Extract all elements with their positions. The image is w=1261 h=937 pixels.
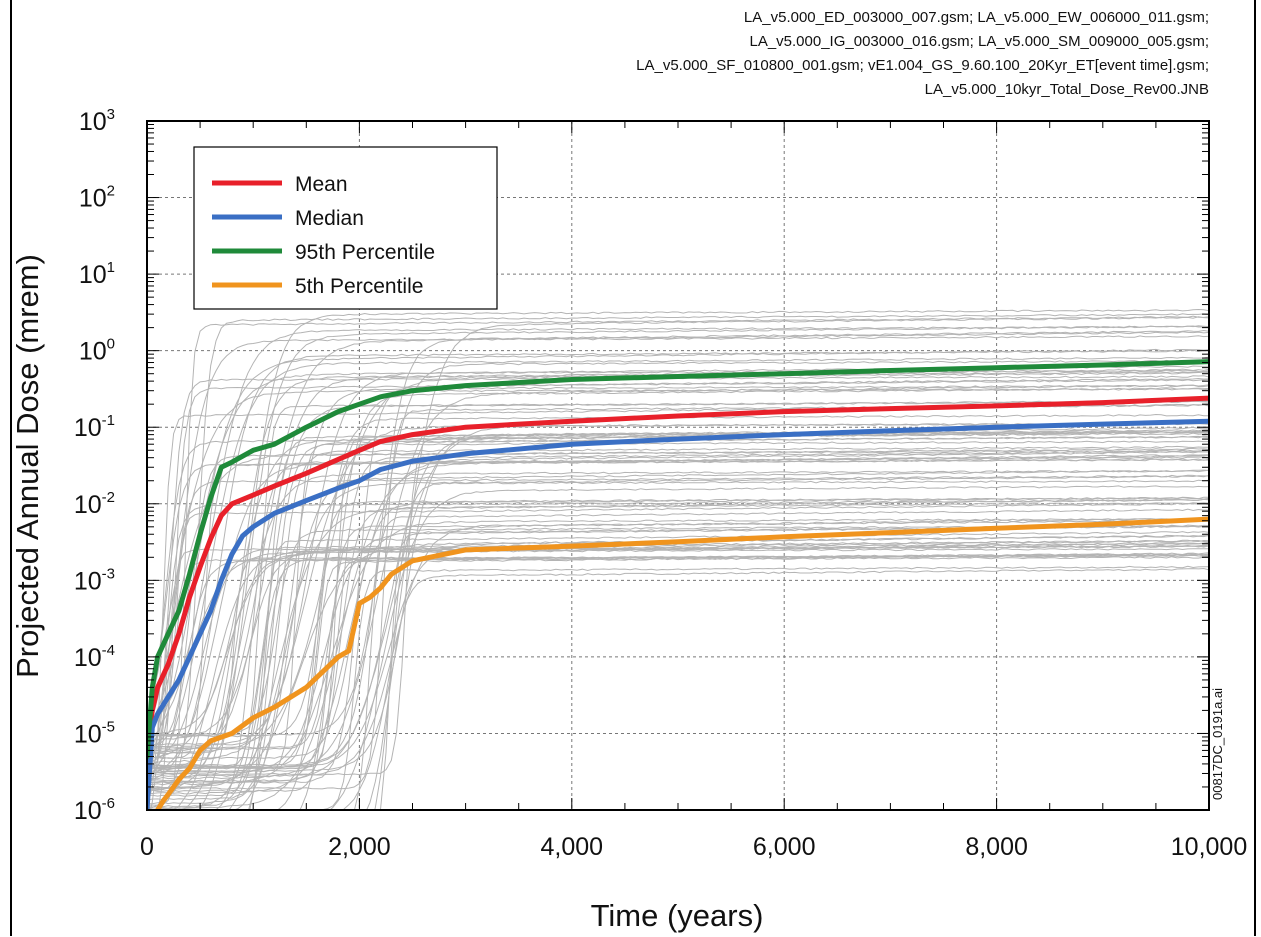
realization-curve: [147, 440, 1209, 773]
y-tick-label: 10-5: [74, 718, 115, 748]
realization-curve: [147, 553, 1209, 751]
realization-curve: [147, 308, 1209, 783]
legend-label: Mean: [295, 173, 348, 196]
realization-curve: [147, 518, 1209, 778]
realization-curve: [147, 548, 1209, 745]
y-tick-label: 10-4: [74, 642, 115, 672]
realization-curve: [147, 496, 1209, 768]
realization-curve: [182, 469, 1209, 810]
realization-curve: [379, 525, 1209, 810]
series-line-mean: [147, 395, 1209, 753]
source-file-line: LA_v5.000_SF_010800_001.gsm; vE1.004_GS_…: [636, 57, 1209, 74]
x-tick-label: 10,000: [1171, 833, 1247, 861]
y-tick-label: 102: [79, 183, 115, 213]
realization-curve: [147, 369, 1209, 748]
legend: Mean Median 95th Percentile 5th Percentile: [193, 146, 498, 310]
realization-curve: [147, 349, 1209, 783]
realization-curve: [147, 313, 1209, 791]
realization-curve: [147, 449, 1209, 739]
x-tick-label: 4,000: [541, 833, 604, 861]
realization-curve: [329, 485, 1209, 810]
x-tick-label: 2,000: [328, 833, 391, 861]
realization-curve: [228, 498, 1209, 810]
realization-curve: [147, 518, 1209, 786]
y-tick-label: 101: [79, 259, 115, 289]
realization-curve: [374, 479, 1209, 810]
realization-curve: [366, 567, 1209, 810]
series-line-median: [147, 418, 1209, 810]
realization-curve: [147, 531, 1209, 746]
realization-curve: [147, 445, 1209, 801]
y-tick-label: 10-6: [74, 795, 115, 825]
realization-curve: [157, 377, 1209, 810]
realization-curve: [173, 543, 1209, 810]
y-tick-label: 10-2: [74, 489, 115, 519]
realization-curve: [147, 432, 1209, 776]
source-file-line: LA_v5.000_ED_003000_007.gsm; LA_v5.000_E…: [743, 9, 1209, 26]
realization-curve: [147, 356, 1209, 780]
realization-curve: [147, 497, 1209, 760]
realization-curve: [299, 387, 1209, 810]
y-tick-label: 103: [79, 106, 115, 136]
realization-curve: [150, 498, 1209, 810]
figure-frame: [10, 0, 1256, 936]
realization-curve: [147, 474, 1209, 791]
series-line-5th-percentile: [155, 516, 1209, 810]
realization-curve: [147, 553, 1209, 808]
y-tick-labels: 10-6 10-5 10-4 10-3 10-2 10-1 100 101 102 103: [74, 106, 115, 825]
legend-label: 95th Percentile: [295, 241, 435, 264]
y-tick-label: 100: [79, 336, 115, 366]
legend-label: 5th Percentile: [295, 275, 423, 298]
realization-curve: [147, 540, 1209, 797]
realization-curve: [248, 435, 1209, 810]
realization-curve: [147, 400, 1209, 769]
x-axis-label: Time (years): [591, 898, 764, 933]
minor-ticks: [146, 121, 1210, 811]
realization-curve: [147, 525, 1209, 775]
series-line-95th-percentile: [147, 359, 1209, 759]
legend-label: Median: [295, 207, 364, 230]
y-axis-label: Projected Annual Dose (mrem): [10, 254, 45, 678]
realization-curve: [147, 545, 1209, 809]
realization-curve: [147, 502, 1209, 746]
x-tick-label: 6,000: [753, 833, 816, 861]
realization-curve: [147, 359, 1209, 737]
y-tick-label: 10-1: [74, 412, 115, 442]
realization-curve: [147, 475, 1209, 790]
realization-curve: [147, 458, 1209, 809]
realization-curve: [147, 315, 1209, 806]
realization-curve: [147, 325, 1209, 726]
source-file-line: LA_v5.000_10kyr_Total_Dose_Rev00.JNB: [924, 81, 1209, 98]
realization-curve: [147, 335, 1209, 788]
x-tick-label: 8,000: [965, 833, 1028, 861]
realization-curves: [147, 308, 1209, 810]
figure-id-note: 00817DC_0191a.ai: [1210, 688, 1225, 800]
x-tick-label: 0: [140, 833, 154, 861]
statistic-curves: [147, 359, 1209, 810]
realization-curve: [147, 534, 1209, 789]
realization-curve: [147, 384, 1209, 780]
x-tick-labels: 0 2,000 4,000 6,000 8,000 10,000: [140, 833, 1247, 861]
y-tick-label: 10-3: [74, 565, 115, 595]
legend-box: [193, 146, 498, 310]
realization-curve: [147, 554, 1209, 755]
realization-curve: [147, 544, 1209, 759]
realization-curve: [147, 329, 1209, 767]
realization-curve: [147, 469, 1209, 805]
realization-curve: [147, 348, 1209, 756]
realization-curve: [147, 450, 1209, 769]
source-file-line: LA_v5.000_IG_003000_016.gsm; LA_v5.000_S…: [749, 33, 1209, 50]
realization-curve: [249, 429, 1209, 810]
source-file-list: LA_v5.000_ED_003000_007.gsm; LA_v5.000_E…: [636, 6, 1209, 102]
realization-curve: [341, 316, 1209, 810]
realization-curve: [147, 426, 1209, 770]
realization-curve: [353, 508, 1209, 810]
